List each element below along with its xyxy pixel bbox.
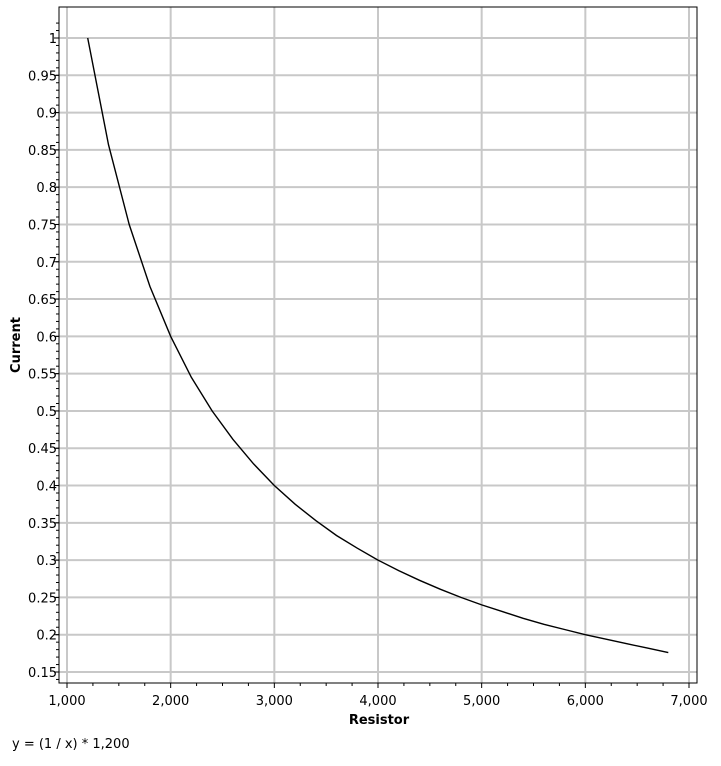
y-tick-label: 0.6 <box>36 330 57 345</box>
y-tick-label: 0.85 <box>28 144 57 159</box>
x-tick-label: 5,000 <box>463 694 500 709</box>
y-axis-title: Current <box>9 317 24 373</box>
x-tick-label: 1,000 <box>48 694 85 709</box>
x-tick-label: 3,000 <box>256 694 293 709</box>
y-tick-label: 0.8 <box>36 181 57 196</box>
y-tick-label: 0.4 <box>36 480 57 495</box>
y-tick-label: 0.55 <box>28 368 57 383</box>
y-tick-label: 0.2 <box>36 629 57 644</box>
y-tick-label: 0.3 <box>36 554 57 569</box>
y-tick-label: 0.65 <box>28 293 57 308</box>
grid-lines <box>59 7 697 683</box>
y-tick-label: 0.75 <box>28 218 57 233</box>
series-layer <box>87 37 669 654</box>
y-tick-label: 0.15 <box>28 666 57 681</box>
y-tick-label: 0.45 <box>28 442 57 457</box>
y-tick-label: 0.35 <box>28 517 57 532</box>
x-tick-label: 4,000 <box>359 694 396 709</box>
x-axis-title: Resistor <box>349 713 410 728</box>
y-tick-label: 1 <box>49 32 57 47</box>
y-tick-label: 0.7 <box>36 256 57 271</box>
y-tick-label: 0.95 <box>28 69 57 84</box>
x-tick-label: 7,000 <box>670 694 707 709</box>
series-line <box>87 37 669 654</box>
formula-caption: y = (1 / x) * 1,200 <box>12 737 130 752</box>
y-tick-label: 0.25 <box>28 591 57 606</box>
x-axis-ticks: 1,000 2,000 3,000 4,000 5,000 6,000 7,000 <box>48 683 708 709</box>
x-tick-label: 6,000 <box>567 694 604 709</box>
y-axis-ticks: 0.15 0.2 0.25 0.3 0.35 0.4 0.45 0.5 0.55 0.6 0.65 0… <box>28 22 59 681</box>
y-tick-label: 0.5 <box>36 405 57 420</box>
x-tick-label: 2,000 <box>152 694 189 709</box>
y-tick-label: 0.9 <box>36 107 57 122</box>
